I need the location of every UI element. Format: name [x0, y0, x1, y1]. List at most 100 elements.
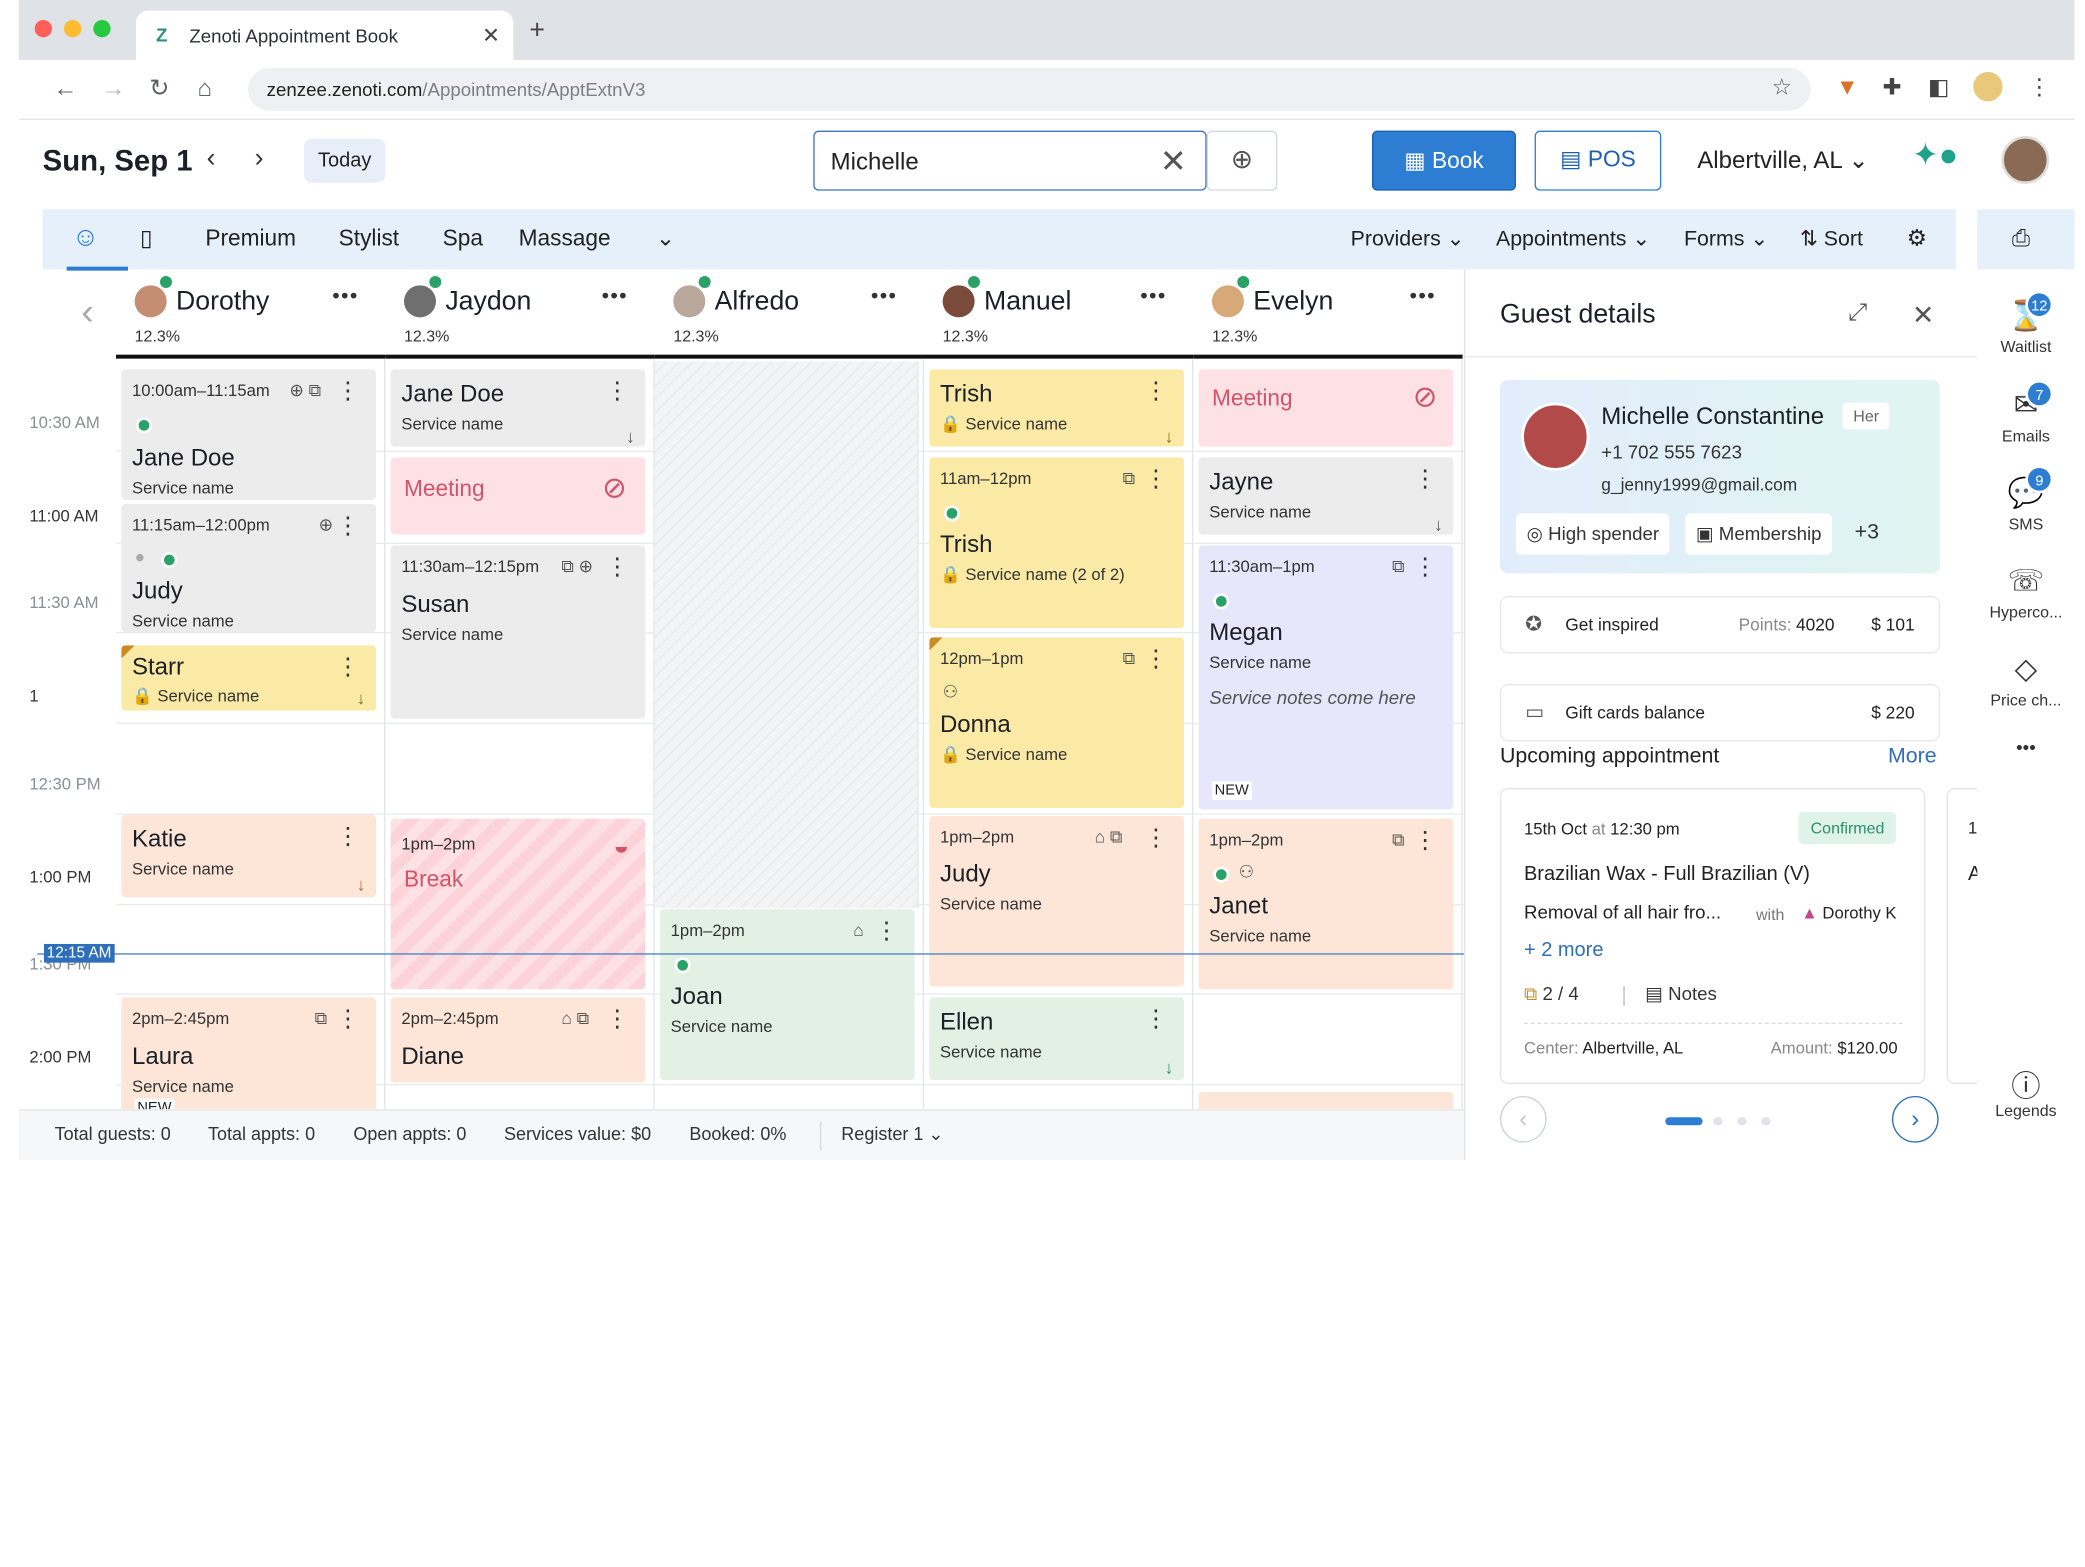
profile-avatar-icon[interactable]: [1973, 71, 2003, 102]
appointment-card[interactable]: 11am–12pm ⧉ ⋮ Trish 🔒 Service name (2 of…: [929, 457, 1184, 628]
appt-menu-icon[interactable]: ⋮: [1413, 465, 1438, 492]
provider-header-alfredo[interactable]: Alfredo 12.3% •••: [654, 269, 924, 359]
url-bar[interactable]: zenzee.zenoti.com/Appointments/ApptExtnV…: [247, 67, 1811, 111]
zeenie-bot-icon[interactable]: ✦●: [1911, 137, 1959, 174]
metamask-fox-icon[interactable]: ▼: [1835, 74, 1859, 100]
provider-more-icon[interactable]: •••: [870, 285, 898, 308]
tab-premium[interactable]: Premium: [205, 225, 297, 251]
close-window-dot[interactable]: [34, 19, 52, 38]
appointment-card[interactable]: 11:30am–12:15pm ⧉ ⊕ ⋮ Susan Service name: [390, 545, 646, 719]
rooms-view-icon[interactable]: ▯: [139, 225, 153, 251]
extensions-puzzle-icon[interactable]: ✚: [1882, 74, 1902, 100]
get-inspired-row[interactable]: ✪ Get inspired Points: 4020 $ 101: [1499, 595, 1940, 654]
tab-stylist[interactable]: Stylist: [338, 225, 400, 251]
appointment-card[interactable]: 11:15am–12:00pm ⊕ ⋮ ● Judy Service name: [121, 503, 376, 632]
break-block[interactable]: 1pm–2pm Break ◒: [390, 818, 646, 990]
register-selector[interactable]: Register 1 ⌄: [841, 1123, 944, 1144]
appt-menu-icon[interactable]: ⋮: [1413, 826, 1438, 854]
provider-more-icon[interactable]: •••: [1140, 285, 1167, 308]
providers-dropdown[interactable]: Providers ⌄: [1350, 227, 1465, 251]
emails-button[interactable]: ✉ Emails 7: [1977, 379, 2074, 445]
appointment-card[interactable]: 2pm–2:45pm ⌂ ⧉ ⋮ Diane: [390, 997, 646, 1083]
tab-spa[interactable]: Spa: [442, 225, 483, 251]
more-link[interactable]: More: [1887, 745, 1937, 768]
appt-menu-icon[interactable]: ⋮: [1143, 465, 1168, 492]
add-service-icon[interactable]: ⊕: [318, 514, 334, 535]
prev-providers-chevron-icon[interactable]: ‹: [81, 290, 94, 332]
hypercommerce-button[interactable]: ☏ Hyperco...: [1977, 564, 2074, 621]
browser-tab[interactable]: Z Zenoti Appointment Book ✕: [135, 10, 514, 60]
product-add-icon[interactable]: ⧉ ⊕: [561, 555, 594, 576]
appt-menu-icon[interactable]: ⋮: [335, 511, 360, 539]
bookmark-star-icon[interactable]: ☆: [1771, 74, 1792, 100]
more-categories-chevron-icon[interactable]: ⌄: [655, 225, 675, 251]
appointment-card[interactable]: [1198, 1091, 1454, 1110]
provider-header-evelyn[interactable]: Evelyn 12.3% •••: [1193, 269, 1463, 359]
book-button[interactable]: ▦ Book: [1371, 130, 1516, 191]
minimize-window-dot[interactable]: [63, 19, 82, 38]
location-selector[interactable]: Albertville, AL ⌄: [1697, 147, 1868, 175]
appointment-card[interactable]: 1pm–2pm ⌂ ⋮ Joan Service name: [659, 909, 915, 1080]
more-rail-button[interactable]: •••: [1977, 736, 2074, 771]
notes-link[interactable]: ▤ Notes: [1645, 983, 1717, 1006]
gift-card-row[interactable]: ▭ Gift cards balance $ 220: [1499, 683, 1940, 742]
tab-close-icon[interactable]: ✕: [482, 25, 500, 48]
provider-header-jaydon[interactable]: Jaydon 12.3% •••: [385, 269, 655, 359]
appointment-card[interactable]: 2pm–2:45pm ⧉ ⋮ Laura Service name NEW: [121, 997, 376, 1110]
pager-dot[interactable]: [1737, 1117, 1747, 1126]
side-panel-icon[interactable]: ◧: [1927, 74, 1950, 100]
appointments-dropdown[interactable]: Appointments ⌄: [1495, 227, 1651, 251]
appointment-card[interactable]: Ellen ⋮ Service name ↓: [929, 997, 1184, 1080]
appointment-card[interactable]: Trish ⋮ 🔒 Service name ↓: [929, 369, 1184, 447]
close-panel-icon[interactable]: ✕: [1911, 301, 1935, 331]
back-arrow-icon[interactable]: ←: [53, 74, 78, 102]
more-tags[interactable]: +3: [1854, 521, 1879, 544]
appt-menu-icon[interactable]: ⋮: [605, 553, 630, 580]
more-services-link[interactable]: + 2 more: [1523, 938, 1604, 962]
appt-menu-icon[interactable]: ⋮: [1143, 823, 1168, 851]
appointment-card[interactable]: Starr ⋮ 🔒 Service name ↓: [121, 645, 376, 711]
provider-more-icon[interactable]: •••: [601, 285, 628, 308]
today-button[interactable]: Today: [303, 138, 386, 183]
provider-header-manuel[interactable]: Manuel 12.3% •••: [923, 269, 1194, 359]
add-guest-icon[interactable]: ⊕: [1206, 130, 1278, 191]
reload-icon[interactable]: ↻: [149, 74, 170, 102]
sms-button[interactable]: 💬 SMS 9: [1977, 465, 2074, 533]
home-icon[interactable]: ⌂: [197, 74, 212, 102]
forms-dropdown[interactable]: Forms ⌄: [1683, 227, 1769, 251]
appt-menu-icon[interactable]: ⋮: [1143, 645, 1168, 672]
next-day-icon[interactable]: ›: [254, 143, 264, 174]
appointment-card[interactable]: Katie ⋮ Service name ↓: [121, 814, 376, 898]
pager-dot[interactable]: [1761, 1117, 1771, 1126]
appt-menu-icon[interactable]: ⋮: [874, 917, 899, 944]
appointment-card[interactable]: 12pm–1pm ⧉ ⋮ ⚇ Donna 🔒 Service name: [929, 637, 1184, 808]
tab-massage[interactable]: Massage: [518, 225, 611, 251]
appt-menu-icon[interactable]: ⋮: [605, 1005, 630, 1032]
legends-button[interactable]: ⓘ Legends: [1977, 1063, 2074, 1120]
pager-dot[interactable]: [1713, 1117, 1723, 1126]
print-icon[interactable]: ⎙: [2011, 225, 2031, 251]
meeting-block[interactable]: Meeting ⊘: [1198, 369, 1454, 447]
pos-button[interactable]: ▤ POS: [1534, 130, 1662, 191]
clear-search-icon[interactable]: ✕: [1159, 143, 1187, 180]
add-service-icon[interactable]: ⊕ ⧉: [289, 379, 322, 400]
next-appointment-button[interactable]: ›: [1891, 1095, 1939, 1143]
appointment-card[interactable]: 10:00am–11:15am ⊕ ⧉ ⋮ Jane Doe Service n…: [121, 369, 376, 500]
upcoming-appointment-card[interactable]: 15th Oct at 12:30 pm Confirmed Brazilian…: [1499, 787, 1926, 1084]
prev-appointment-button[interactable]: ‹: [1499, 1095, 1547, 1143]
maximize-window-dot[interactable]: [93, 19, 111, 38]
appt-menu-icon[interactable]: ⋮: [605, 377, 630, 404]
forward-arrow-icon[interactable]: →: [101, 74, 126, 102]
appointment-card[interactable]: 1pm–2pm ⌂ ⧉ ⋮ Judy Service name: [929, 815, 1184, 987]
appt-menu-icon[interactable]: ⋮: [335, 822, 360, 850]
guest-search-input[interactable]: Michelle ✕: [813, 130, 1207, 191]
appt-menu-icon[interactable]: ⋮: [335, 1005, 360, 1032]
appt-menu-icon[interactable]: ⋮: [1413, 553, 1438, 580]
price-change-button[interactable]: ◇ Price ch...: [1977, 652, 2074, 709]
appt-menu-icon[interactable]: ⋮: [335, 377, 360, 404]
sort-button[interactable]: ⇅ Sort: [1800, 225, 1863, 252]
user-avatar[interactable]: [2001, 135, 2050, 184]
waitlist-button[interactable]: ⌛ Waitlist 12: [1977, 290, 2074, 356]
browser-menu-icon[interactable]: ⋮: [2027, 74, 2051, 100]
tag-high-spender[interactable]: ◎ High spender: [1515, 513, 1670, 555]
